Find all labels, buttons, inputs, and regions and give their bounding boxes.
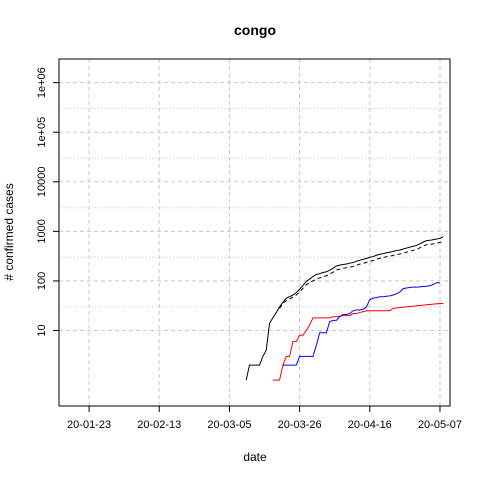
x-axis: 20-01-23 20-02-13 20-03-05 20-03-26 20-04-16… <box>67 405 462 431</box>
plot-frame <box>58 58 451 407</box>
y-tick-label: 100 <box>36 272 48 290</box>
grid <box>59 59 450 406</box>
y-axis: 10 100 1000 10000 1e+05 1e+06 <box>36 67 60 337</box>
x-tick-label: 20-03-26 <box>278 419 322 431</box>
x-tick-label: 20-03-05 <box>207 419 251 431</box>
y-tick-label: 1000 <box>36 219 48 243</box>
series-line-3 <box>272 303 444 381</box>
series-line-1 <box>245 236 444 381</box>
x-axis-label: date <box>243 450 267 464</box>
y-tick-label: 10 <box>36 324 48 336</box>
chart-title: congo <box>234 22 276 38</box>
x-tick-label: 20-05-07 <box>418 419 462 431</box>
y-axis-label: # confirmed cases <box>2 183 16 280</box>
x-tick-label: 20-02-13 <box>137 419 181 431</box>
series-line-2 <box>279 240 444 309</box>
y-tick-label: 1e+06 <box>36 67 48 98</box>
x-tick-label: 20-01-23 <box>67 419 111 431</box>
series-line-4 <box>282 282 440 366</box>
y-tick-label: 1e+05 <box>36 117 48 148</box>
x-tick-label: 20-04-16 <box>348 419 392 431</box>
y-tick-label: 10000 <box>36 166 48 197</box>
series-layer <box>245 236 444 381</box>
